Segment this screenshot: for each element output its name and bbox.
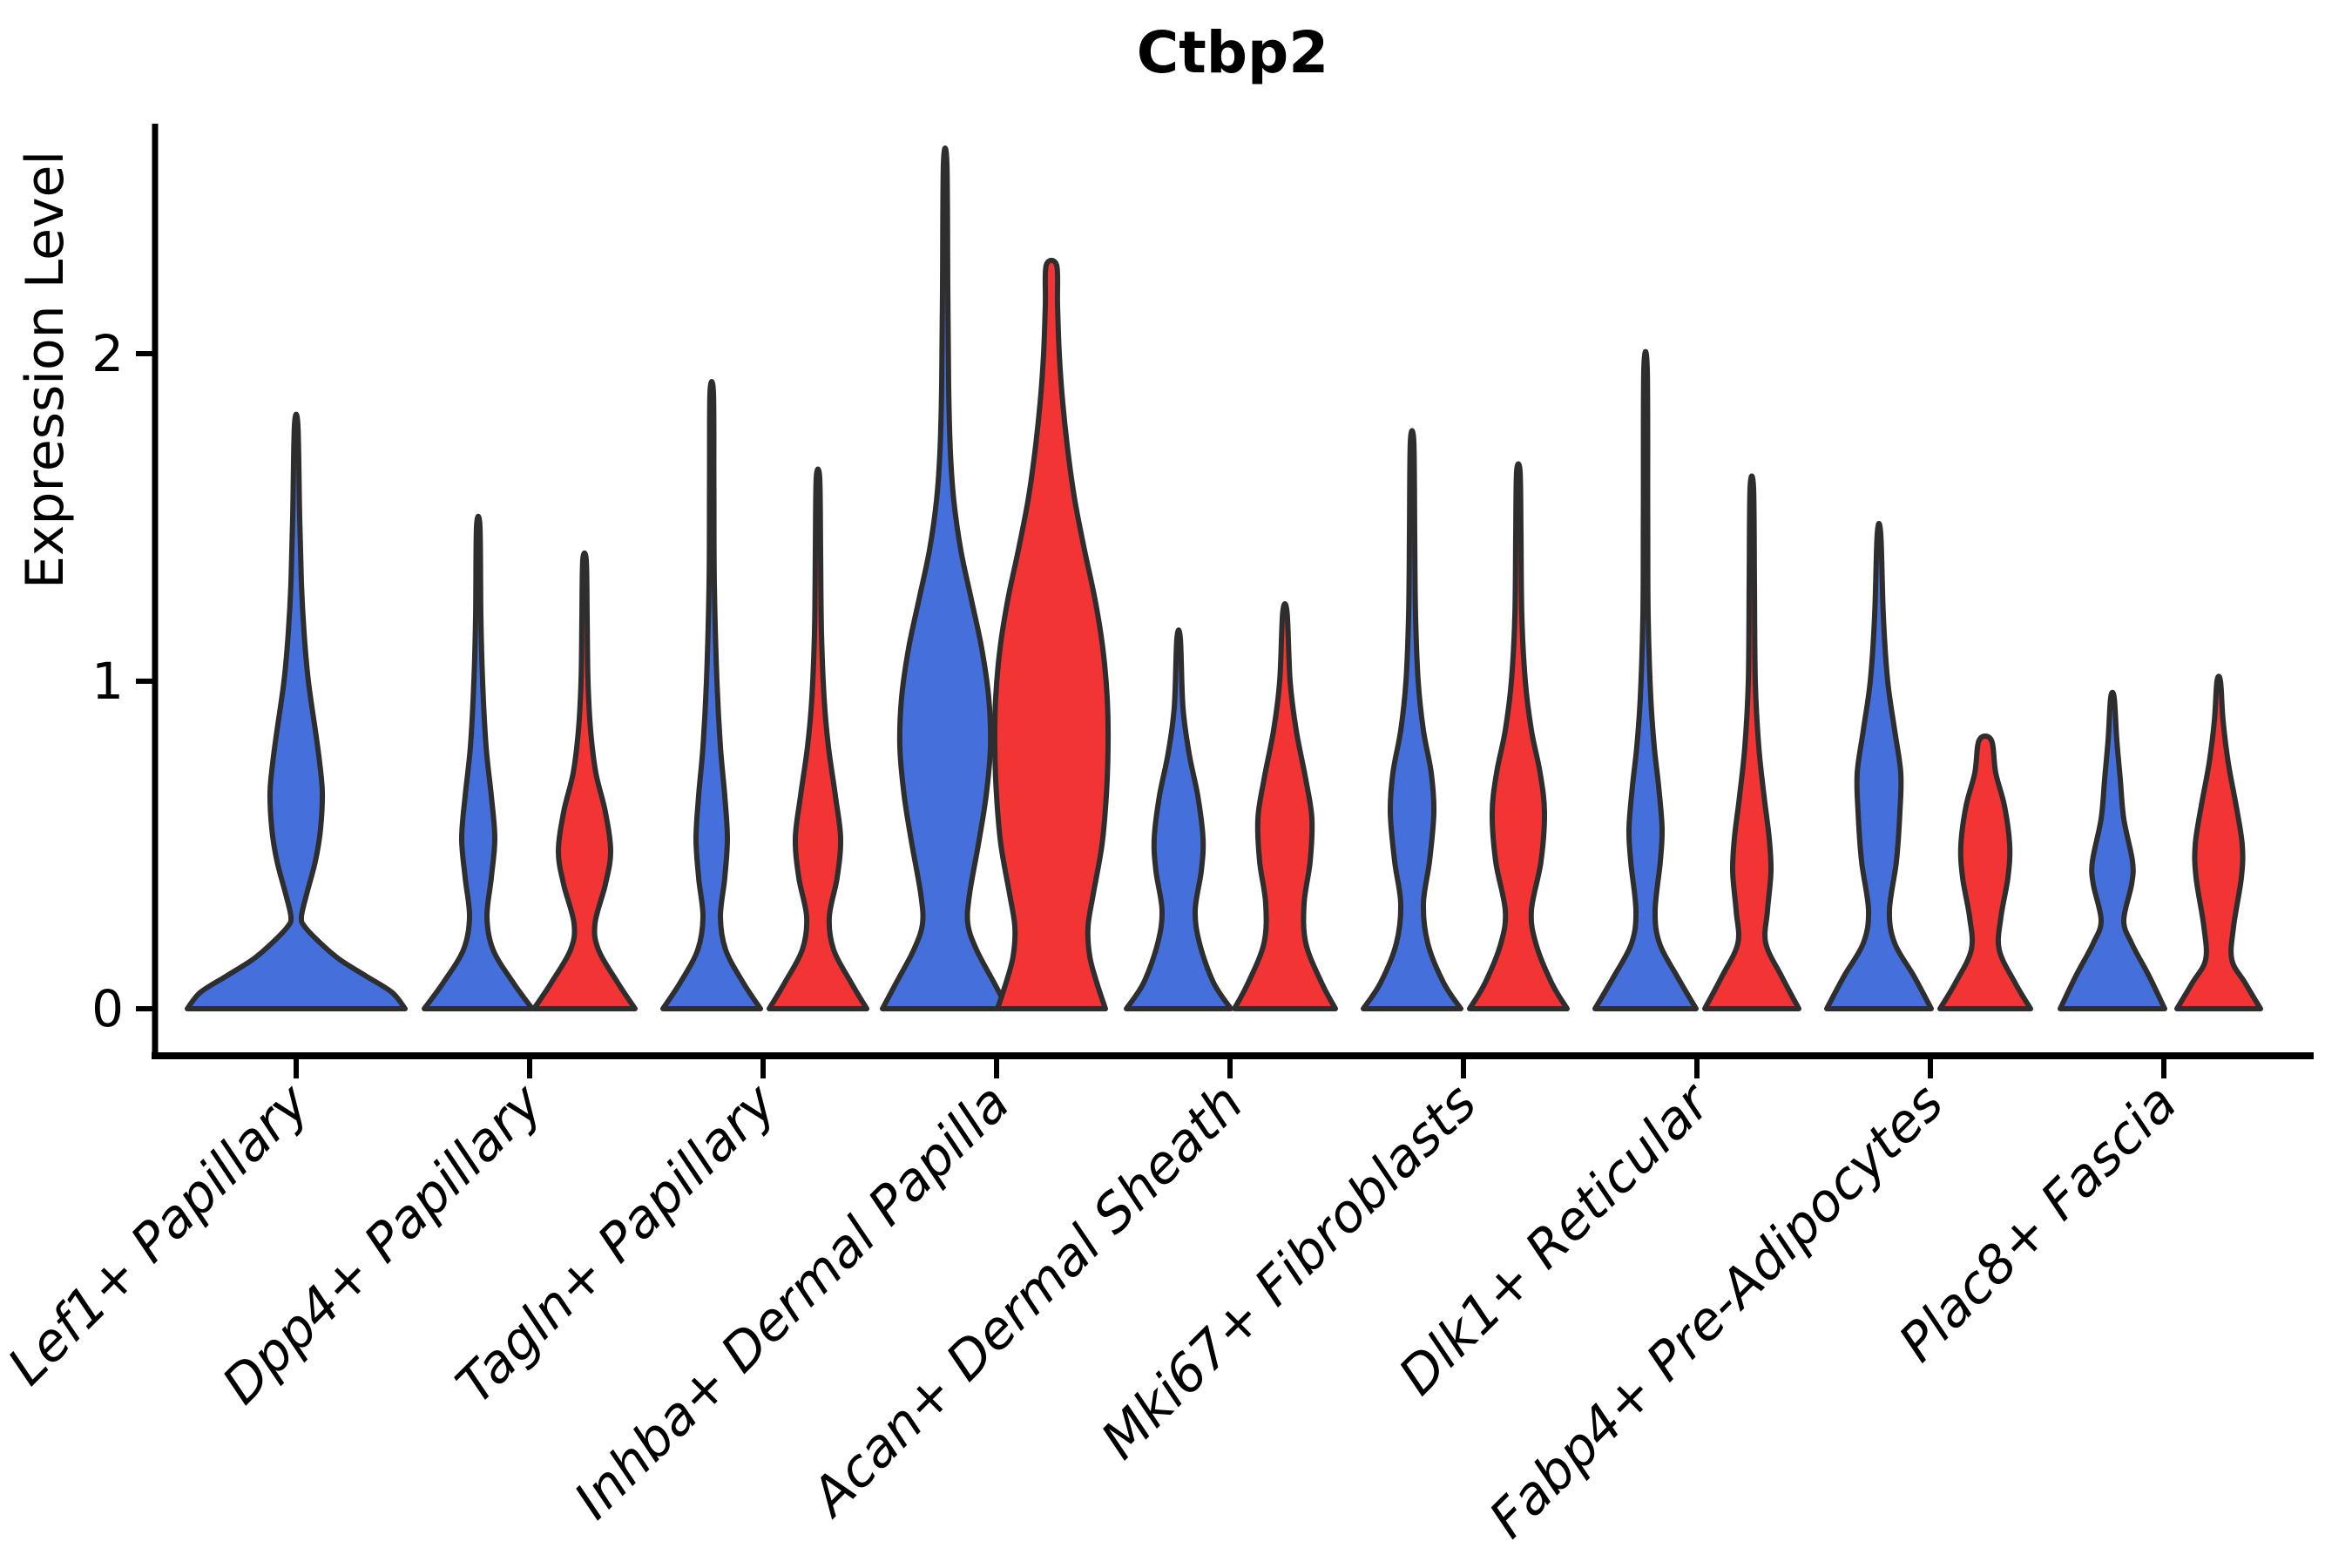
violin-acan-dermal-sheath-red — [1232, 601, 1338, 1011]
x-tick-label-mki67-fibroblasts: Mki67+ Fibroblasts — [1090, 1072, 1489, 1471]
violin-dpp4-papillary-red — [531, 550, 638, 1011]
violin-plac8-fascia-blue — [2058, 689, 2167, 1011]
violin-fabp4-pre-adipocytes-red — [1937, 733, 2033, 1011]
chart-title: Ctbp2 — [1136, 19, 1329, 86]
y-tick-label: 0 — [91, 979, 124, 1038]
violin-dlk1-reticular-blue — [1592, 348, 1699, 1011]
violin-dlk1-reticular-red — [1702, 473, 1801, 1011]
violin-plac8-fascia-red — [2174, 673, 2263, 1011]
violin-acan-dermal-sheath-blue — [1124, 627, 1233, 1011]
x-tick-label-inhba-dermal-papilla: Inhba+ Dermal Papilla — [563, 1072, 1021, 1531]
x-tick-label-fabp4-pre-adipocytes: Fabp4+ Pre-Adipocytes — [1477, 1072, 1955, 1550]
violin-lef1-papillary-blue — [185, 411, 408, 1011]
violin-dpp4-papillary-blue — [422, 513, 535, 1011]
violin-mki67-fibroblasts-red — [1467, 461, 1570, 1011]
violin-inhba-dermal-papilla-blue — [880, 145, 1010, 1011]
violin-tagln-papillary-blue — [660, 378, 763, 1011]
y-tick-label: 1 — [91, 652, 124, 711]
x-tick-label-acan-dermal-sheath: Acan+ Dermal Sheath — [798, 1072, 1255, 1530]
violin-inhba-dermal-papilla-red — [991, 257, 1112, 1011]
violin-tagln-papillary-red — [767, 466, 869, 1011]
violin-mki67-fibroblasts-blue — [1361, 428, 1463, 1011]
y-tick-label: 2 — [91, 324, 124, 383]
violin-fabp4-pre-adipocytes-blue — [1824, 521, 1934, 1011]
